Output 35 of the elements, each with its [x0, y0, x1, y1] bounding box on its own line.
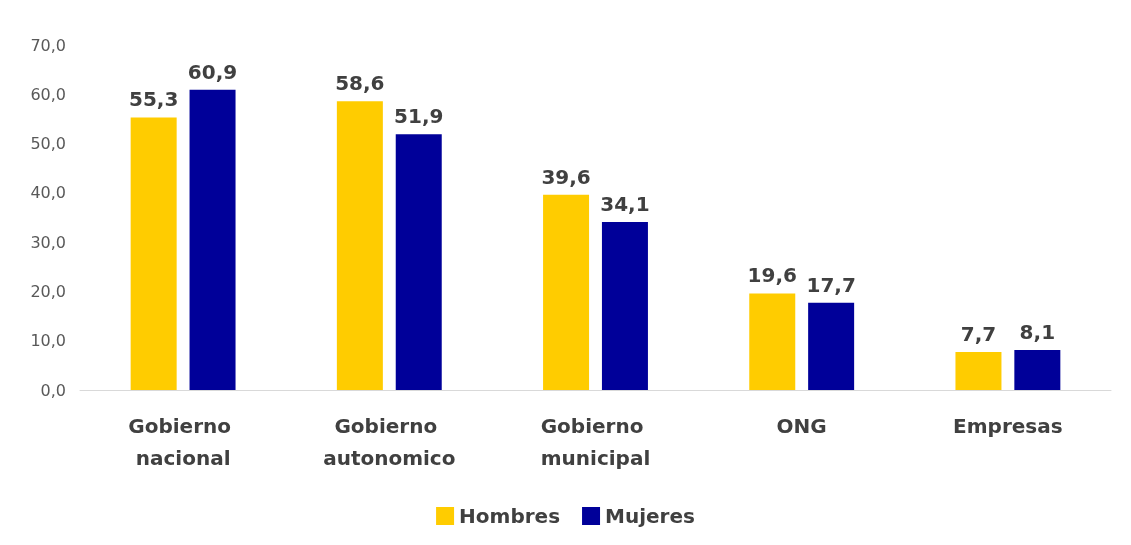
x-tick-label: Gobierno municipal [540, 414, 651, 470]
bar [1014, 350, 1061, 390]
y-tick-label: 50,0 [30, 134, 66, 154]
x-tick-label: Empresas [953, 414, 1063, 438]
bar [395, 134, 442, 390]
data-label: 58,6 [335, 71, 385, 96]
bar [749, 293, 796, 390]
bar [543, 194, 590, 390]
data-label: 60,9 [187, 59, 238, 84]
data-label: 39,6 [541, 164, 591, 189]
x-tick-label: ONG [776, 414, 827, 438]
y-tick-label: 20,0 [30, 281, 66, 301]
y-tick-label: 10,0 [30, 331, 66, 351]
data-label: 51,9 [394, 104, 444, 129]
bar [601, 221, 648, 390]
y-tick-label: 40,0 [30, 183, 66, 203]
y-tick-label: 70,0 [30, 35, 66, 55]
data-label: 34,1 [600, 191, 650, 216]
y-tick-label: 60,0 [30, 84, 66, 104]
x-tick-label: Gobierno nacional [128, 414, 238, 470]
legend-label: Hombres [459, 504, 561, 528]
bar [189, 89, 236, 390]
bar [955, 352, 1002, 390]
bar [808, 302, 855, 390]
data-label: 55,3 [128, 87, 179, 112]
data-label: 7,7 [960, 322, 997, 347]
y-tick-label: 0,0 [40, 380, 66, 400]
legend-label: Mujeres [605, 504, 695, 528]
bar [336, 101, 383, 390]
y-tick-label: 30,0 [30, 232, 66, 252]
data-label: 17,7 [806, 272, 856, 297]
bar [130, 117, 177, 390]
data-label: 8,1 [1019, 320, 1056, 345]
data-label: 19,6 [747, 263, 797, 288]
x-tick-label: Gobierno autonomico [323, 414, 456, 470]
